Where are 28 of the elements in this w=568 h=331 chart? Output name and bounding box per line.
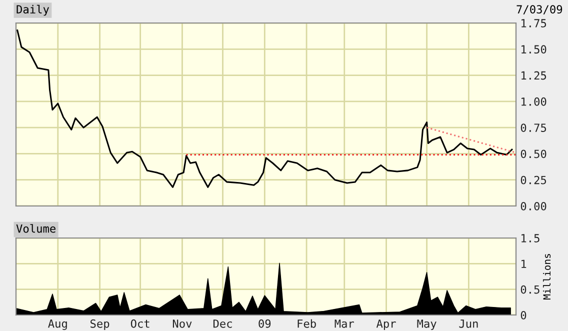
y-tick-label: 0.75 (520, 124, 546, 132)
x-tick-label: Sep (90, 319, 110, 330)
y-tick-label: 0.50 (520, 150, 546, 158)
y-axis-title: Millions (543, 254, 551, 300)
x-tick-label: Jun (459, 320, 478, 328)
y-tick-label: 1 (522, 260, 526, 268)
chart-title: Daily (16, 4, 50, 16)
y-tick-label: 1.75 (522, 19, 546, 28)
x-tick-label: Apr (376, 320, 396, 330)
chart-title: Volume (16, 224, 56, 233)
y-tick-label: 0.5 (520, 285, 540, 294)
x-tick-label: Dec (213, 320, 232, 328)
x-tick-label: Feb (298, 319, 316, 328)
y-tick-label: 0.00 (520, 202, 546, 210)
y-tick-label: 1.5 (522, 234, 540, 242)
x-tick-label: 09 (258, 319, 271, 328)
y-tick-label: 0.25 (520, 176, 546, 184)
y-tick-label: 1.50 (522, 45, 546, 54)
x-tick-label: Aug (48, 319, 67, 330)
x-tick-label: Nov (172, 320, 192, 328)
text: 7/03/09 (516, 5, 562, 14)
y-tick-label: 1.00 (522, 97, 546, 106)
y-tick-label: 1.25 (522, 71, 546, 80)
x-tick-label: Mar (334, 320, 354, 328)
x-tick-label: May (417, 320, 436, 330)
line-series (16, 30, 513, 188)
x-tick-label: Oct (130, 319, 150, 328)
y-tick-label: 0 (520, 311, 526, 320)
